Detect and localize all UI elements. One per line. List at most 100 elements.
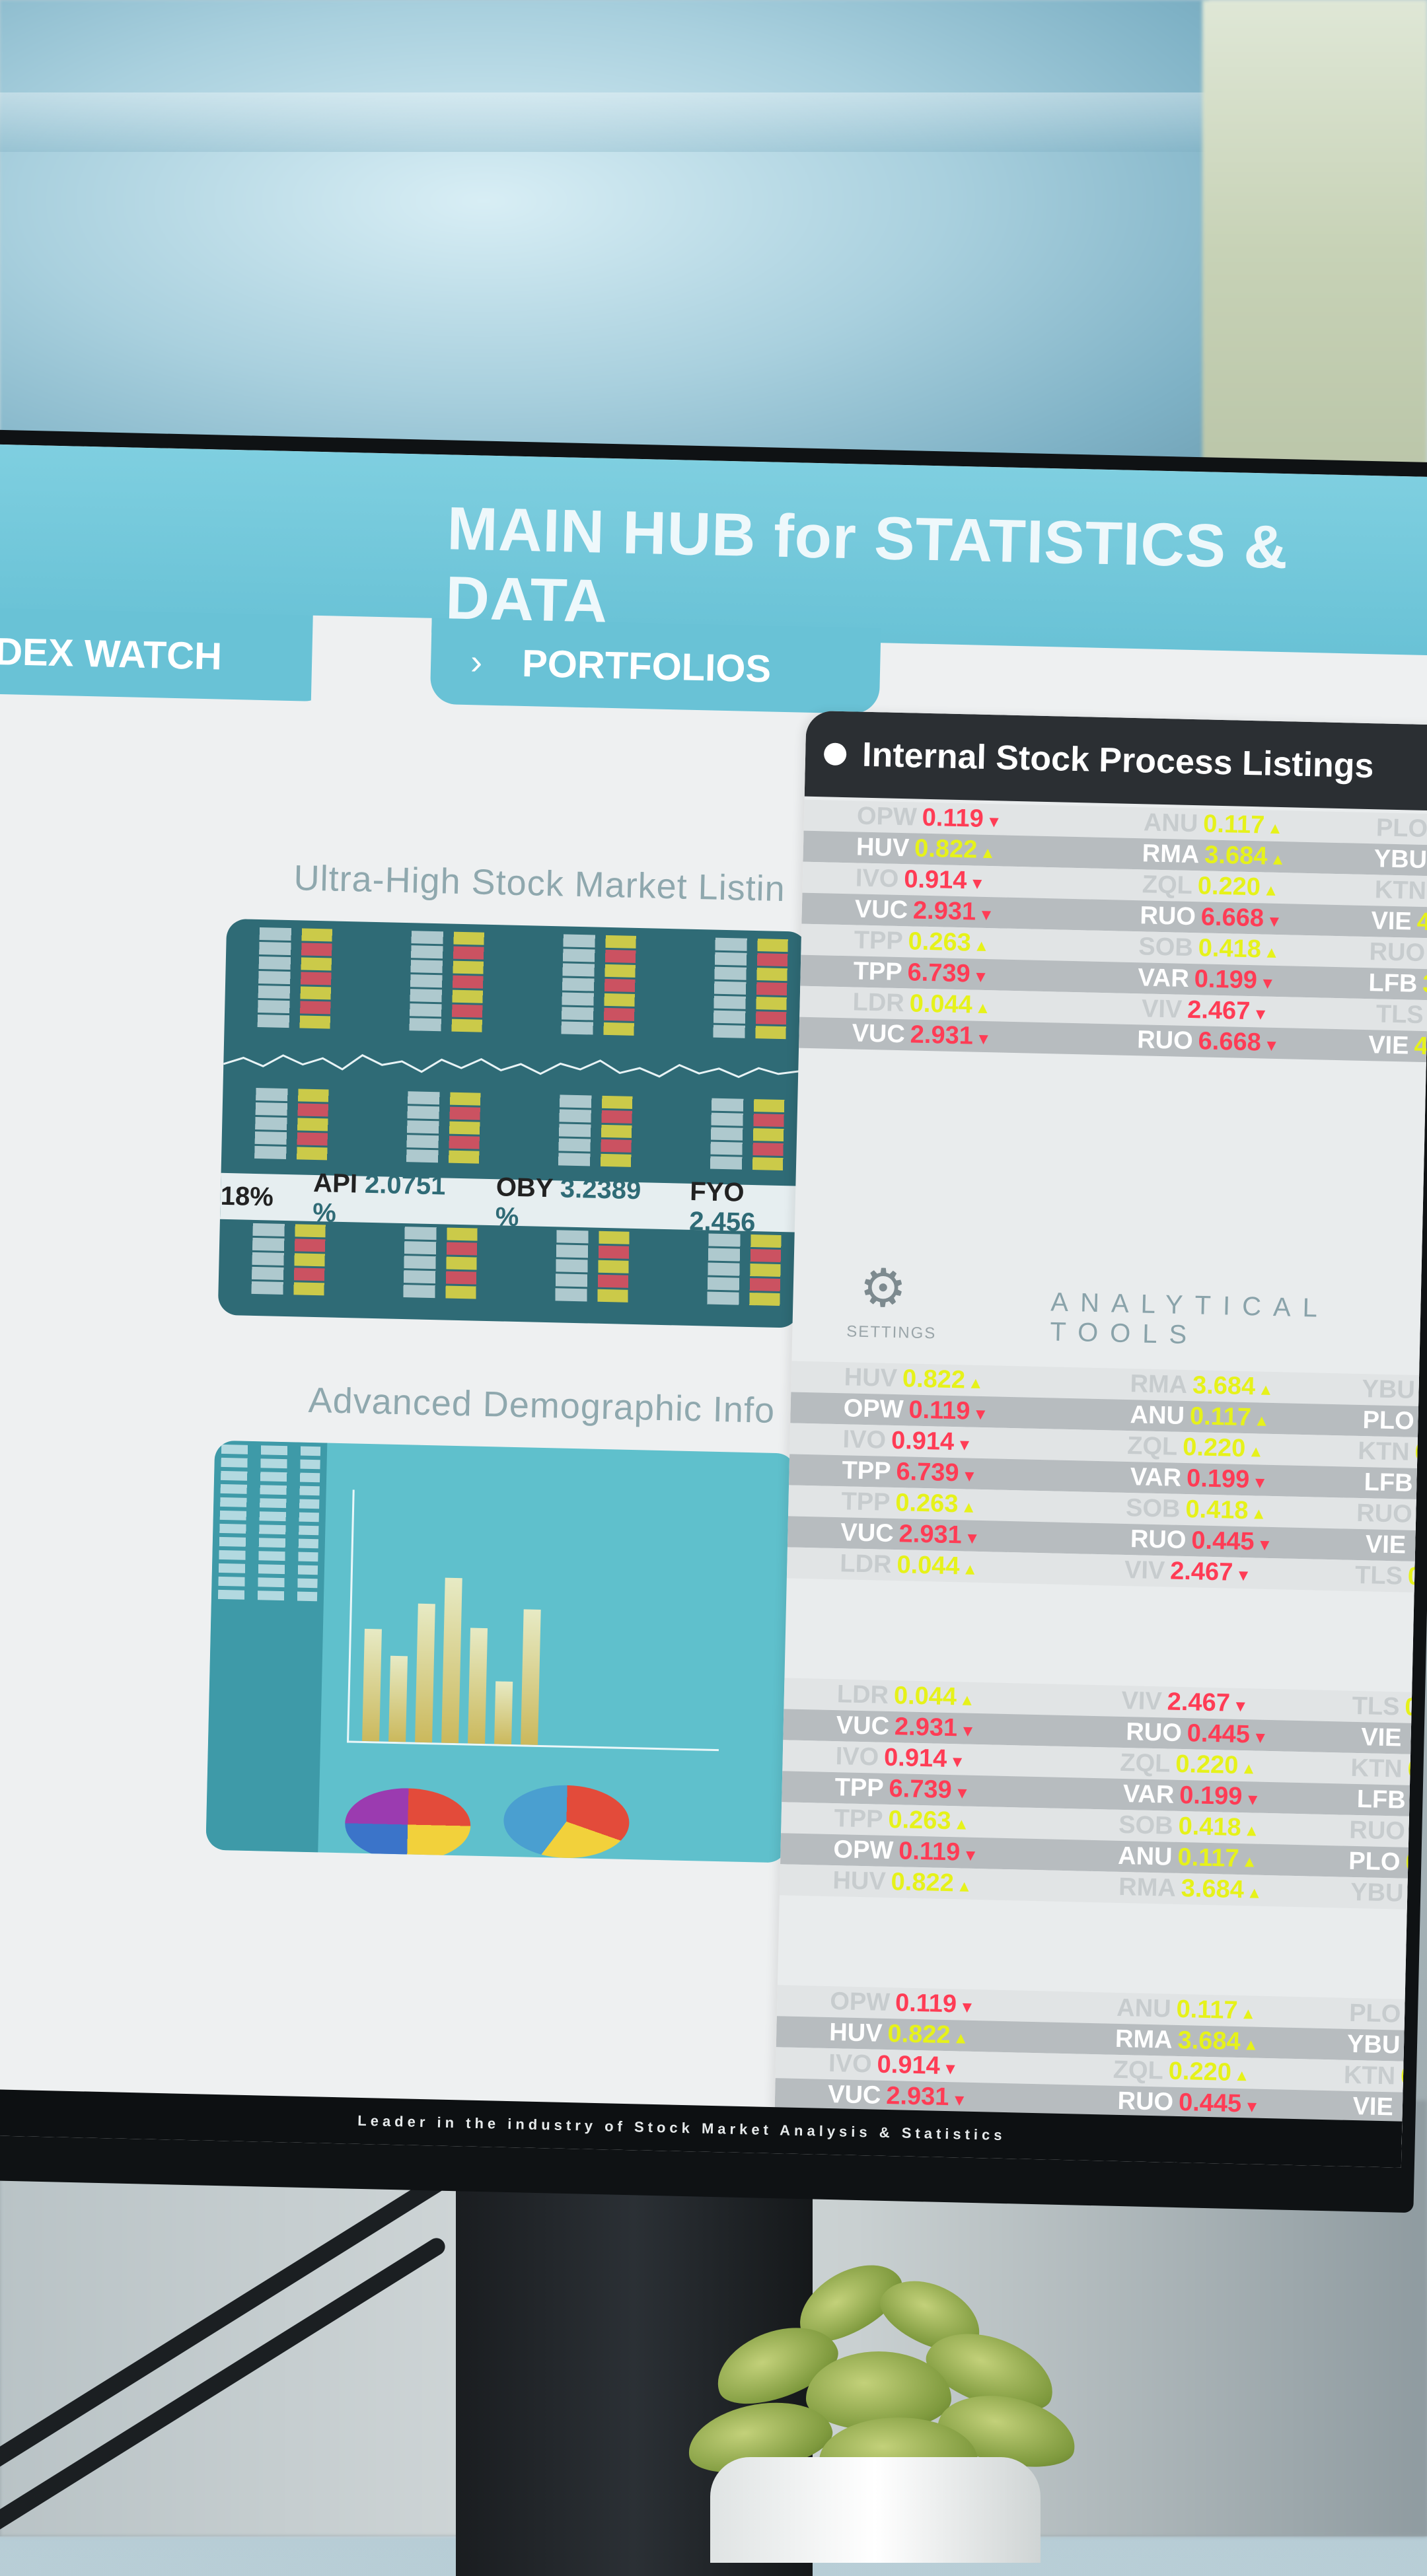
ticker-value: 2.931 — [895, 1713, 976, 1743]
ticker-value: 2.931 — [898, 1520, 980, 1550]
ticker-value: 0 — [1405, 1849, 1427, 1878]
ticker-value: 3 — [1410, 1818, 1427, 1847]
ticker-symbol: HUV — [828, 2019, 883, 2048]
ticker-symbol: LDR — [839, 1550, 892, 1579]
ticker-symbol: VUC — [827, 2080, 881, 2110]
ticker-bar: 18% API 2.0751 % OBY 3.2389 % FYO 2.456 — [219, 1168, 803, 1237]
ticker-symbol: YBU — [1373, 845, 1427, 875]
ticker-symbol: LFB — [1364, 1468, 1414, 1497]
ticker-value: 6.668 — [1200, 903, 1282, 933]
ticker-symbol: VAR — [1137, 964, 1190, 993]
ticker-symbol: VIE — [1371, 907, 1412, 936]
ticker-symbol: YBU — [1346, 2030, 1401, 2059]
gear-icon[interactable]: ⚙ — [858, 1258, 908, 1318]
ticker-symbol: PLO — [1348, 1999, 1401, 2028]
ticker-value: 0.914 — [904, 865, 986, 896]
ticker-value: 4 — [1416, 908, 1427, 937]
ticker-value: 0 — [1405, 1694, 1427, 1723]
listing-cell: RUO 0.445 — [1079, 1717, 1335, 1752]
ticker-value — [1398, 2094, 1417, 2123]
ticker-value — [1410, 1787, 1427, 1816]
ticker-value: 2.467 — [1187, 996, 1269, 1026]
ticker-value: 3.684 — [1192, 1371, 1274, 1402]
ticker-symbol: ANU — [1130, 1401, 1185, 1430]
listing-cell: VIE — [1335, 1723, 1427, 1753]
ticker-value: 0.418 — [1198, 934, 1280, 964]
ticker-symbol: VUC — [840, 1519, 895, 1548]
ticker-symbol: LFB — [1368, 969, 1418, 998]
analytical-tools-bar: ⚙ SETTINGS ANALYTICAL TOOLS — [792, 1255, 1427, 1362]
listing-cell: OPW 0.119 — [790, 1393, 1084, 1428]
listing-cell: RMA 3.684 — [1083, 1369, 1336, 1404]
footer-tagline: Leader in the industry of Stock Market A… — [357, 2112, 1006, 2144]
listing-cell: RUO 6.668 — [1093, 901, 1345, 935]
ticker-symbol: VIE — [1365, 1530, 1407, 1559]
ticker-symbol: KTN — [1374, 876, 1427, 906]
ticker-symbol: ZQL — [1113, 2056, 1164, 2085]
ticker-symbol: VIE — [1352, 2093, 1394, 2122]
tab-index-watch-label: DEX WATCH — [0, 629, 223, 678]
mini-row — [219, 1510, 319, 1522]
ticker-symbol: ZQL — [1119, 1748, 1171, 1778]
ticker-symbol: PLO — [1362, 1406, 1415, 1435]
ticker-value: 0.220 — [1168, 2057, 1250, 2088]
ticker-value: 0.822 — [902, 1365, 984, 1395]
listing-cell: TLS 0 — [1329, 1561, 1427, 1592]
ticker-value: 3.684 — [1204, 841, 1286, 871]
mini-row — [219, 1536, 319, 1549]
listing-cell: YBU — [1321, 2030, 1424, 2061]
ticker-value — [1407, 1725, 1426, 1754]
ticker-value: 0.263 — [888, 1806, 970, 1836]
demographic-thumbnail[interactable] — [205, 1440, 797, 1863]
mini-ticker-rows — [251, 1223, 795, 1308]
tab-portfolios[interactable]: › PORTFOLIOS — [429, 618, 881, 715]
ticker-symbol: IVO — [835, 1742, 879, 1771]
demo-bar — [388, 1655, 408, 1742]
ticker-symbol: VAR — [1130, 1463, 1182, 1492]
ticker-symbol: RMA — [1115, 2024, 1173, 2054]
ticker-value: 6.739 — [896, 1458, 978, 1488]
ticker-symbol: IVO — [828, 2050, 873, 2079]
pie-chart — [344, 1787, 472, 1863]
mini-ticker-rows — [257, 927, 801, 1042]
mini-row — [220, 1497, 320, 1509]
ticker-symbol: TPP — [834, 1805, 883, 1834]
listing-cell: ZQL 0.220 — [1095, 870, 1348, 904]
ticker-value: 0.117 — [1189, 1402, 1270, 1433]
ticker-symbol: LDR — [852, 988, 905, 1018]
ticker-symbol: VUC — [852, 1019, 906, 1049]
ticker-value — [1419, 1408, 1427, 1437]
ticker-symbol: HUV — [856, 833, 910, 863]
ticker-value: 0.220 — [1175, 1750, 1257, 1781]
listing-cell: RMA 3.684 — [1072, 1872, 1325, 1906]
tab-index-watch[interactable]: DEX WATCH — [0, 608, 333, 702]
ticker-value: 0 — [1407, 1563, 1427, 1592]
listing-cell: VIV 2.467 — [1075, 1686, 1326, 1720]
listing-cell: KTN 0 — [1324, 1754, 1427, 1785]
ticker-value: 2.467 — [1167, 1688, 1249, 1718]
ticker-symbol: RUO — [1136, 1026, 1194, 1055]
listing-cell: IVO 0.914 — [782, 1741, 1074, 1776]
ticker-symbol: RMA — [1118, 1873, 1177, 1902]
demo-bar — [415, 1603, 435, 1743]
panel-header: Internal Stock Process Listings — [804, 710, 1427, 811]
ticker-symbol: IVO — [855, 864, 899, 893]
ticker-value: 6.739 — [889, 1775, 970, 1805]
ticker-value: 0.119 — [908, 1396, 989, 1427]
settings-label: SETTINGS — [846, 1322, 937, 1343]
monitor: MAIN HUB for STATISTICS & DATA DEX WATCH… — [0, 429, 1427, 2213]
ticker-symbol: TPP — [853, 957, 903, 987]
listing-cell: LFB — [1330, 1785, 1427, 1815]
ticker-symbol: VIV — [1121, 1686, 1163, 1716]
ticker-value: 0.199 — [1187, 1464, 1268, 1495]
ticker-symbol: RUO — [1369, 938, 1426, 968]
ticker-symbol: VUC — [836, 1711, 890, 1740]
listing-cell: RMA 3.684 — [1069, 2024, 1321, 2058]
ticker-value: 0.822 — [887, 2020, 969, 2050]
stock-listing-thumbnail[interactable]: 18% API 2.0751 % OBY 3.2389 % FYO 2.456 — [217, 918, 809, 1328]
